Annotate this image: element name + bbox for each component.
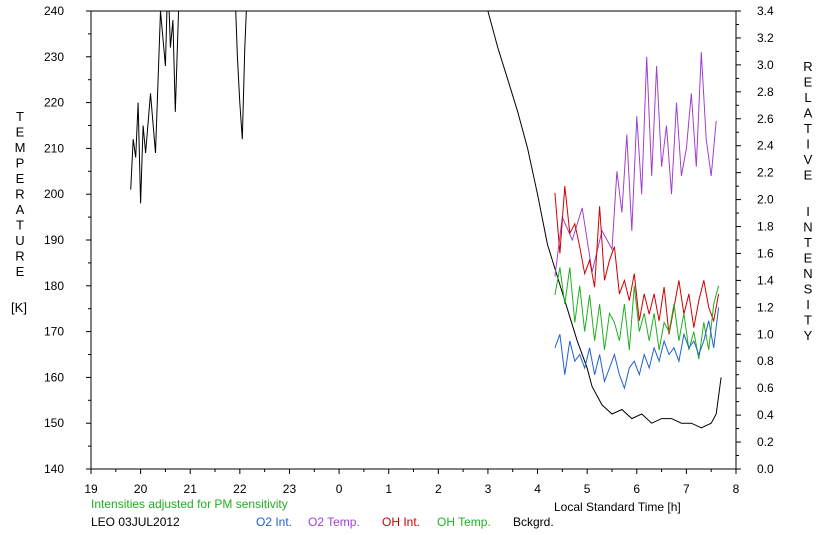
left-label-unit: [K] bbox=[11, 300, 27, 315]
right-label-letter: I bbox=[806, 204, 810, 219]
legend-entry-bckgrd: Bckgrd. bbox=[513, 515, 554, 529]
left-label-letter: A bbox=[16, 202, 25, 217]
left-label-letter: P bbox=[16, 156, 25, 171]
right-tick-label: 3.2 bbox=[757, 31, 774, 45]
right-label-letter: E bbox=[804, 168, 813, 183]
right-label-letter: V bbox=[804, 152, 813, 167]
left-label-letter: E bbox=[16, 171, 25, 186]
right-tick-label: 1.4 bbox=[757, 273, 774, 287]
x-tick-label: 2 bbox=[435, 482, 442, 496]
right-tick-label: 0.4 bbox=[757, 408, 774, 422]
right-tick-label: 0.2 bbox=[757, 435, 774, 449]
right-tick-label: 0.8 bbox=[757, 354, 774, 368]
right-label-letter: Y bbox=[804, 328, 813, 343]
right-label-letter: S bbox=[804, 282, 813, 297]
right-tick-label: 2.8 bbox=[757, 85, 774, 99]
right-label-letter: L bbox=[804, 90, 811, 105]
series-line-o2-int bbox=[554, 307, 720, 390]
series-line-bckgrd bbox=[487, 11, 722, 429]
right-label-letter: T bbox=[804, 313, 812, 328]
x-tick-label: 6 bbox=[633, 482, 640, 496]
legend-entry-oh-int: OH Int. bbox=[382, 515, 420, 529]
legend-entry-o2-int: O2 Int. bbox=[256, 515, 292, 529]
station-date: LEO 03JUL2012 bbox=[91, 515, 180, 529]
x-tick-label: 8 bbox=[733, 482, 740, 496]
right-label-letter: I bbox=[806, 297, 810, 312]
right-tick-label: 1.8 bbox=[757, 220, 774, 234]
x-tick-label: 0 bbox=[336, 482, 343, 496]
left-label-letter: R bbox=[15, 187, 24, 202]
right-label-letter: E bbox=[804, 251, 813, 266]
left-tick-label: 170 bbox=[44, 325, 64, 339]
left-label-letter: T bbox=[16, 109, 24, 124]
left-tick-label: 210 bbox=[44, 141, 64, 155]
legend-entry-oh-temp: OH Temp. bbox=[437, 515, 491, 529]
right-tick-label: 2.2 bbox=[757, 166, 774, 180]
left-label-letter: M bbox=[15, 140, 26, 155]
right-label-letter: N bbox=[803, 220, 812, 235]
right-tick-label: 1.6 bbox=[757, 246, 774, 260]
left-axis-ticks: 140 150 160 170 180 190 200 210 220 230 240 bbox=[44, 4, 91, 476]
left-tick-label: 200 bbox=[44, 187, 64, 201]
right-label-letter: R bbox=[803, 59, 812, 74]
left-tick-label: 150 bbox=[44, 416, 64, 430]
right-label-letter: E bbox=[804, 75, 813, 90]
x-tick-label: 5 bbox=[584, 482, 591, 496]
right-label-letter: T bbox=[804, 235, 812, 250]
x-tick-label: 19 bbox=[84, 482, 98, 496]
legend-entry-o2-temp: O2 Temp. bbox=[308, 515, 360, 529]
right-tick-label: 0.6 bbox=[757, 381, 774, 395]
right-tick-label: 1.2 bbox=[757, 300, 774, 314]
right-label-letter: A bbox=[804, 106, 813, 121]
right-tick-label: 2.4 bbox=[757, 139, 774, 153]
x-tick-label: 23 bbox=[283, 482, 297, 496]
x-tick-label: 21 bbox=[184, 482, 198, 496]
left-tick-label: 140 bbox=[44, 462, 64, 476]
left-tick-label: 220 bbox=[44, 96, 64, 110]
left-label-letter: T bbox=[16, 218, 24, 233]
series-line-oh-temp bbox=[554, 267, 720, 360]
right-label-letter: N bbox=[803, 266, 812, 281]
x-tick-label: 4 bbox=[534, 482, 541, 496]
right-tick-label: 2.0 bbox=[757, 193, 774, 207]
left-tick-label: 240 bbox=[44, 4, 64, 18]
right-tick-label: 1.0 bbox=[757, 327, 774, 341]
left-label-letter: E bbox=[16, 125, 25, 140]
left-tick-label: 160 bbox=[44, 370, 64, 384]
left-tick-label: 180 bbox=[44, 279, 64, 293]
x-tick-label: 22 bbox=[233, 482, 247, 496]
right-label-letter: T bbox=[804, 121, 812, 136]
x-axis-label: Local Standard Time [h] bbox=[554, 500, 681, 514]
right-tick-label: 2.6 bbox=[757, 112, 774, 126]
left-tick-label: 230 bbox=[44, 50, 64, 64]
right-tick-label: 0.0 bbox=[757, 462, 774, 476]
x-tick-label: 7 bbox=[683, 482, 690, 496]
legend: O2 Int. O2 Temp. OH Int. OH Temp. Bckgrd. bbox=[256, 515, 554, 529]
series-line-bckgrd bbox=[130, 11, 247, 204]
plot-frame bbox=[90, 10, 737, 470]
series-line-oh-int bbox=[554, 186, 720, 335]
x-axis-ticks: 19 20 21 22 23 0 1 2 3 4 5 6 7 8 bbox=[84, 469, 740, 496]
right-label-letter: I bbox=[806, 137, 810, 152]
series-layer bbox=[130, 11, 722, 429]
x-tick-label: 20 bbox=[134, 482, 148, 496]
left-tick-label: 190 bbox=[44, 233, 64, 247]
left-label-letter: U bbox=[15, 233, 24, 248]
right-axis-ticks: 0.0 0.2 0.4 0.6 0.8 1.0 1.2 1.4 1.6 1.8 2.0 2.2 2.4 2… bbox=[736, 4, 774, 476]
left-label-letter: E bbox=[16, 264, 25, 279]
sensitivity-note: Intensities adjusted for PM sensitivity bbox=[91, 497, 288, 511]
x-tick-label: 1 bbox=[385, 482, 392, 496]
left-label-letter: R bbox=[15, 249, 24, 264]
right-tick-label: 3.4 bbox=[757, 4, 774, 18]
x-tick-label: 3 bbox=[485, 482, 492, 496]
right-tick-label: 3.0 bbox=[757, 58, 774, 72]
